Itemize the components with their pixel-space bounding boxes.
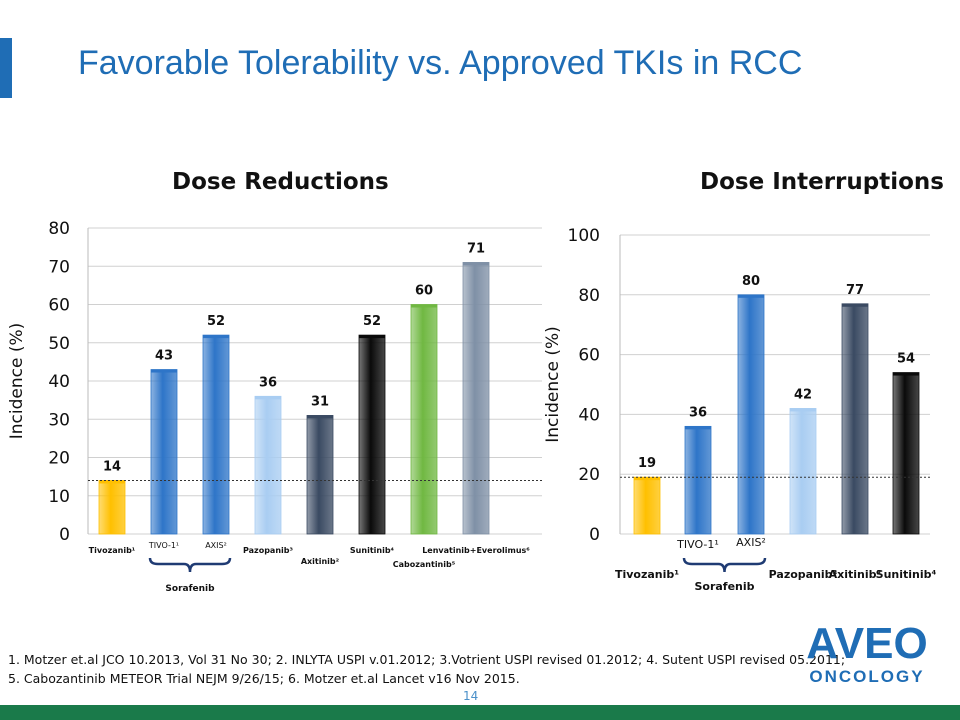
data-label: 54 (897, 352, 915, 367)
bar-cap (790, 408, 816, 412)
bar-cap (307, 415, 333, 419)
bar (789, 408, 817, 535)
bar (254, 395, 282, 535)
chart-title-dose-interruptions: Dose Interruptions (700, 169, 944, 195)
page-number: 14 (463, 689, 479, 703)
y-tick-label: 30 (48, 410, 70, 430)
bar (410, 304, 438, 535)
bar-cap (738, 294, 764, 298)
bar-cap (255, 396, 281, 400)
y-tick-label: 100 (568, 226, 600, 246)
bar-cap (685, 426, 711, 430)
category-label: Axitinib² (301, 557, 340, 566)
bar (841, 303, 869, 535)
category-label: Sunitinib⁴ (876, 568, 937, 581)
y-tick-label: 60 (48, 296, 70, 316)
bar (684, 425, 712, 535)
group-label: Sorafenib (165, 584, 215, 594)
data-label: 43 (155, 349, 173, 364)
bar (737, 294, 765, 535)
y-tick-label: 20 (578, 465, 600, 485)
data-label: 14 (103, 459, 121, 474)
bar (462, 262, 490, 535)
bar-cap (359, 335, 385, 339)
y-tick-label: 80 (48, 219, 70, 239)
bar (98, 480, 126, 535)
y-tick-label: 0 (59, 525, 70, 545)
slide-title: Favorable Tolerability vs. Approved TKIs… (78, 44, 803, 82)
group-label: Sorafenib (694, 580, 754, 593)
bar-cap (634, 477, 660, 481)
bar-cap (203, 335, 229, 339)
bar-cap (842, 303, 868, 307)
category-label: Sunitinib⁴ (350, 546, 395, 555)
footnote-line-1: 1. Motzer et.al JCO 10.2013, Vol 31 No 3… (8, 652, 846, 667)
chart-title-dose-reductions: Dose Reductions (172, 169, 389, 195)
data-label: 42 (794, 387, 812, 402)
data-label: 77 (846, 283, 864, 298)
category-label: Pazopanib³ (769, 568, 838, 581)
footnote-line-2: 5. Cabozantinib METEOR Trial NEJM 9/26/1… (8, 671, 520, 686)
category-label: Axitinib² (829, 568, 882, 581)
bar-cap (151, 369, 177, 373)
bar-cap (893, 372, 919, 376)
y-tick-label: 40 (578, 405, 600, 425)
bar (358, 334, 386, 535)
y-tick-label: 80 (578, 286, 600, 306)
bar (150, 369, 178, 535)
logo-subtitle: ONCOLOGY (809, 667, 924, 686)
y-tick-label: 0 (589, 525, 600, 545)
data-label: 52 (363, 314, 381, 329)
category-label: TIVO-1¹ (148, 541, 179, 550)
y-tick-label: 40 (48, 372, 70, 392)
category-label: Tivozanib¹ (89, 546, 136, 555)
bar-cap (99, 480, 125, 484)
category-label: Lenvatinib+Everolimus⁶ (422, 546, 530, 555)
bottom-bar (0, 705, 960, 720)
data-label: 80 (742, 274, 760, 289)
bar (202, 334, 230, 535)
y-axis-label: Incidence (%) (7, 323, 27, 440)
data-label: 19 (638, 456, 656, 471)
bar-cap (411, 304, 437, 308)
y-tick-label: 50 (48, 334, 70, 354)
y-tick-label: 10 (48, 487, 70, 507)
bar (306, 415, 334, 535)
group-brace (148, 557, 232, 573)
data-label: 60 (415, 284, 433, 299)
y-axis-label: Incidence (%) (543, 326, 563, 443)
category-label: Tivozanib¹ (615, 568, 679, 581)
data-label: 52 (207, 314, 225, 329)
logo-wordmark: AVEO (806, 619, 927, 668)
bar-cap (463, 262, 489, 266)
data-label: 36 (259, 375, 277, 390)
category-label: TIVO-1¹ (676, 538, 719, 551)
bar (633, 476, 661, 535)
category-label: AXIS² (736, 536, 766, 549)
category-label: Cabozantinib⁵ (393, 560, 456, 569)
category-label: AXIS² (205, 541, 227, 550)
title-accent-bar (0, 38, 12, 98)
y-tick-label: 70 (48, 257, 70, 277)
aveo-oncology-logo: AVEO ONCOLOGY (806, 619, 927, 686)
y-tick-label: 60 (578, 346, 600, 366)
data-label: 31 (311, 394, 329, 409)
y-tick-label: 20 (48, 449, 70, 469)
data-label: 36 (689, 405, 707, 420)
data-label: 71 (467, 241, 485, 256)
group-brace (682, 557, 767, 573)
bar (892, 372, 920, 535)
category-label: Pazopanib³ (243, 546, 293, 555)
